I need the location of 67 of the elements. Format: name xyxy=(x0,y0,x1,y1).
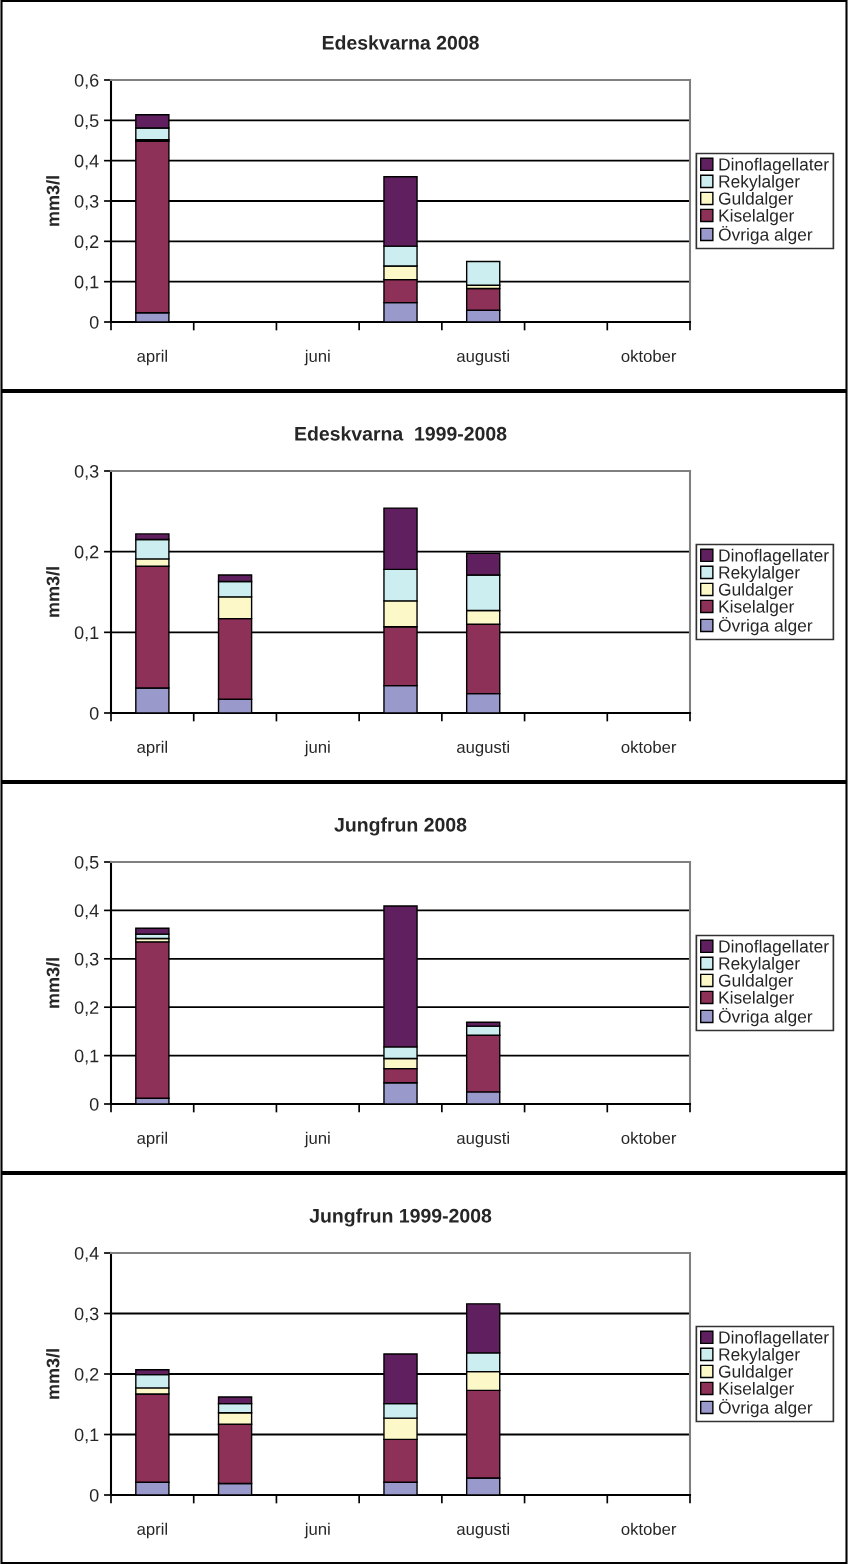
y-axis-title: mm3/l xyxy=(46,958,60,1008)
legend-label: Övriga alger xyxy=(718,617,813,636)
y-tick-label: 0,3 xyxy=(74,194,99,210)
legend-label: Guldalger xyxy=(718,1364,794,1382)
legend-label: Dinoflagellater xyxy=(719,548,829,566)
legend-label: Rekylalger xyxy=(719,1347,800,1365)
legend-label: Kiselalger xyxy=(719,990,795,1008)
x-tick-label: oktober xyxy=(621,1131,677,1145)
y-tick-label: 0,2 xyxy=(74,235,99,251)
x-tick-label: april xyxy=(137,349,167,366)
legend-label: Övriga alger xyxy=(718,226,813,245)
legend-label: Dinoflagellater xyxy=(719,157,829,175)
legend-label: Övriga alger xyxy=(718,1008,813,1027)
chart-title: Jungfrun 1999-2008 xyxy=(309,1208,492,1227)
x-tick-label: april xyxy=(137,740,167,757)
y-tick-label: 0 xyxy=(89,706,99,720)
y-tick-label: 0 xyxy=(89,1488,99,1502)
x-tick-label: juni xyxy=(304,349,330,366)
legend-label: Rekylalger xyxy=(719,956,800,974)
y-tick-label: 0 xyxy=(89,1097,99,1111)
y-tick-label: 0,1 xyxy=(74,275,99,291)
y-tick-label: 0 xyxy=(89,315,99,329)
y-tick-label: 0,4 xyxy=(74,904,99,920)
y-tick-label: 0,5 xyxy=(74,855,99,871)
y-axis-title: mm3/l xyxy=(46,1349,60,1399)
y-tick-label: 0,4 xyxy=(74,1246,99,1262)
y-tick-label: 0,3 xyxy=(74,1307,99,1323)
y-tick-label: 0,4 xyxy=(74,154,99,170)
y-tick-label: 0,6 xyxy=(74,73,99,89)
y-tick-label: 0,1 xyxy=(74,1049,99,1065)
bar xyxy=(135,927,170,935)
y-tick-label: 0,3 xyxy=(74,952,99,968)
legend-label: Dinoflagellater xyxy=(719,1330,829,1348)
x-tick-label: oktober xyxy=(621,1522,677,1536)
x-tick-label: juni xyxy=(304,1131,330,1148)
x-tick-label: augusti xyxy=(457,349,509,366)
x-tick-label: april xyxy=(137,1131,167,1148)
x-tick-label: juni xyxy=(304,1522,330,1539)
legend-label: Dinoflagellater xyxy=(719,939,829,957)
legend-label: Rekylalger xyxy=(719,174,800,192)
y-tick-label: 0,2 xyxy=(74,1367,99,1383)
y-tick-label: 0,5 xyxy=(74,114,99,130)
legend-label: Guldalger xyxy=(718,191,794,209)
legend-label: Guldalger xyxy=(718,973,794,991)
y-axis-title: mm3/l xyxy=(46,176,60,226)
legend-label: Rekylalger xyxy=(719,565,800,583)
x-tick-label: augusti xyxy=(457,1131,509,1148)
y-tick-label: 0,3 xyxy=(74,464,99,480)
y-tick-label: 0,1 xyxy=(74,626,99,642)
x-tick-label: april xyxy=(137,1522,167,1539)
chart-title: Edeskvarna 1999-2008 xyxy=(295,426,507,441)
chart-title: Jungfrun 2008 xyxy=(334,817,467,836)
legend-label: Övriga alger xyxy=(718,1399,813,1418)
legend-label: Guldalger xyxy=(718,582,794,600)
x-tick-label: juni xyxy=(304,740,330,757)
y-tick-label: 0,2 xyxy=(74,545,99,561)
chart-title: Edeskvarna 2008 xyxy=(322,35,479,50)
y-axis-title: mm3/l xyxy=(46,567,60,617)
x-tick-label: oktober xyxy=(621,740,677,754)
legend-label: Kiselalger xyxy=(719,1381,795,1399)
legend-label: Kiselalger xyxy=(719,208,795,226)
legend-label: Kiselalger xyxy=(719,599,795,617)
x-tick-label: augusti xyxy=(457,740,509,757)
x-tick-label: oktober xyxy=(621,349,677,363)
y-tick-label: 0,2 xyxy=(74,1001,99,1017)
y-tick-label: 0,1 xyxy=(74,1428,99,1444)
x-tick-label: augusti xyxy=(457,1522,509,1539)
